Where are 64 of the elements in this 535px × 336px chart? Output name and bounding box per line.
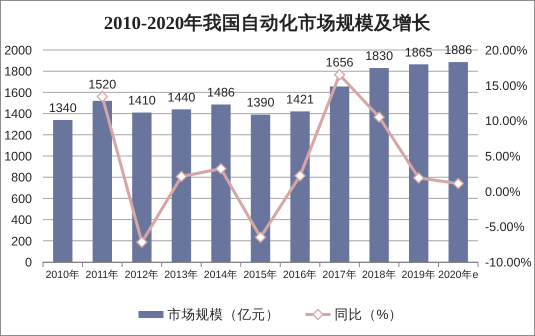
x-tick-label: 2010年 — [46, 269, 80, 281]
y-tick-label: 1200 — [4, 128, 32, 142]
data-label: 1410 — [128, 94, 156, 108]
point — [96, 90, 108, 102]
bar — [250, 114, 270, 262]
point — [413, 172, 424, 184]
y2-tick-label: 5.00% — [485, 150, 520, 164]
x-tick-label: 2013年 — [164, 269, 199, 281]
y-tick-label: 600 — [11, 192, 32, 206]
bar — [132, 112, 152, 262]
x-tick-label: 2012年 — [124, 269, 160, 281]
data-label: 1886 — [444, 43, 472, 58]
point — [294, 170, 306, 182]
bar — [369, 68, 389, 262]
y-tick-label: 200 — [11, 234, 32, 248]
point — [136, 236, 148, 248]
x-tick-label: 2019年 — [402, 269, 436, 281]
y2-tick-label: 15.00% — [485, 78, 528, 93]
bar — [172, 109, 192, 262]
x-tick-label: 2014年 — [204, 269, 238, 281]
x-tick-label: 2015年 — [243, 269, 278, 281]
y-tick-label: 1600 — [4, 86, 32, 100]
bar — [92, 100, 112, 262]
data-label: 1421 — [286, 92, 314, 106]
data-label: 1830 — [365, 49, 394, 64]
x-tick-label: 2018年 — [362, 269, 396, 281]
chart-title: 2010-2020年我国自动化市场规模及增长 — [104, 12, 432, 34]
data-label: 1865 — [404, 45, 433, 60]
point — [452, 178, 464, 190]
y2-tick-label: -10.00% — [485, 256, 532, 270]
data-label: 1486 — [207, 85, 235, 100]
y-tick-label: 1000 — [4, 150, 32, 164]
y-tick-label: 1400 — [4, 107, 32, 122]
point — [254, 232, 266, 243]
x-tick-label: 2017年 — [322, 269, 357, 281]
x-tick-label: 2020年e — [438, 269, 478, 281]
x-tick-label: 2016年 — [282, 269, 318, 281]
x-tick-label: 2011年 — [86, 269, 120, 281]
point — [176, 170, 188, 182]
bar — [290, 111, 310, 262]
data-label: 1440 — [168, 90, 196, 104]
legend-label: 市场规模（亿元） — [167, 307, 280, 322]
bar — [53, 120, 72, 262]
y-tick-label: 1800 — [4, 64, 32, 79]
y2-tick-label: 10.00% — [485, 114, 528, 128]
data-label: 1656 — [326, 56, 354, 70]
y-tick-label: 0 — [25, 256, 32, 270]
y2-tick-label: 20.00% — [485, 44, 528, 58]
y-tick-label: 2000 — [4, 44, 32, 58]
point — [373, 111, 385, 123]
point — [215, 163, 227, 174]
y2-tick-label: -5.00% — [485, 220, 525, 234]
y2-tick-label: 0.00% — [485, 184, 520, 199]
y-tick-label: 800 — [11, 170, 32, 185]
y-tick-label: 400 — [11, 213, 32, 228]
point — [334, 69, 346, 80]
bar — [211, 104, 231, 262]
data-label: 1520 — [88, 78, 116, 92]
data-label: 1340 — [48, 100, 77, 115]
legend-label: 同比（%） — [334, 307, 403, 322]
bar — [330, 86, 350, 262]
data-label: 1390 — [246, 96, 274, 110]
bar — [408, 64, 428, 262]
bar — [448, 62, 468, 262]
